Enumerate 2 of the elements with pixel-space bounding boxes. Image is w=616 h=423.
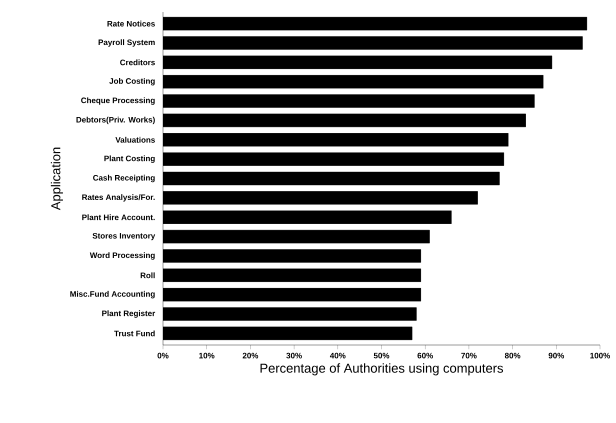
y-axis-title: Application [50,148,63,210]
x-axis-title: Percentage of Authorities using computers [260,363,504,376]
